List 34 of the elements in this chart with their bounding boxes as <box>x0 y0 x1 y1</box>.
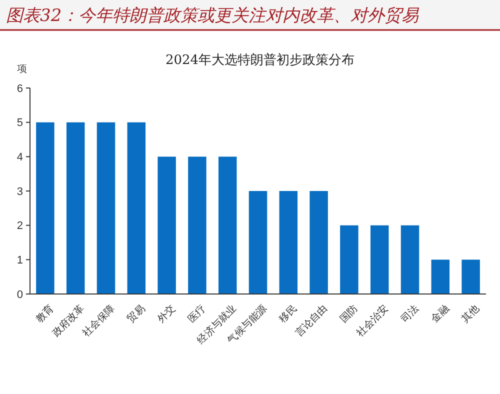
y-tick-label: 3 <box>16 186 23 198</box>
bar <box>400 225 420 294</box>
y-axis-title: 项 <box>17 64 27 75</box>
x-tick-label: 国防 <box>338 302 360 326</box>
x-tick-label: 司法 <box>398 302 422 326</box>
bar <box>370 225 389 294</box>
bar <box>248 191 268 294</box>
bar <box>340 225 358 294</box>
y-tick-label: 6 <box>16 82 23 95</box>
chart-subtitle: 2024年大选特朗普初步政策分布 <box>165 52 355 68</box>
bar <box>431 260 450 294</box>
bar <box>127 122 146 294</box>
x-tick-label: 金融 <box>428 302 452 326</box>
y-tick-label: 4 <box>16 152 23 164</box>
x-tick-label: 移民 <box>276 302 300 326</box>
y-tick-label: 5 <box>16 117 23 130</box>
x-tick-label: 其他 <box>459 302 482 326</box>
x-tick-label: 教育 <box>34 302 56 326</box>
bar <box>279 191 298 294</box>
bar <box>158 156 176 294</box>
x-tick-label: 外交 <box>155 302 178 326</box>
x-tick-label: 贸易 <box>124 302 148 326</box>
bar <box>96 122 116 294</box>
y-tick-label: 1 <box>16 254 23 267</box>
bar <box>188 156 206 294</box>
bar <box>310 191 328 294</box>
x-tick-label: 医疗 <box>186 302 208 326</box>
chart-title: 图表32：今年特朗普政策或更关注对内改革、对外贸易 <box>6 6 420 26</box>
bar <box>218 156 237 294</box>
bar <box>66 122 85 294</box>
bar <box>462 260 480 294</box>
y-tick-label: 2 <box>16 220 23 232</box>
bar <box>36 122 54 294</box>
y-tick-label: 0 <box>16 288 23 301</box>
